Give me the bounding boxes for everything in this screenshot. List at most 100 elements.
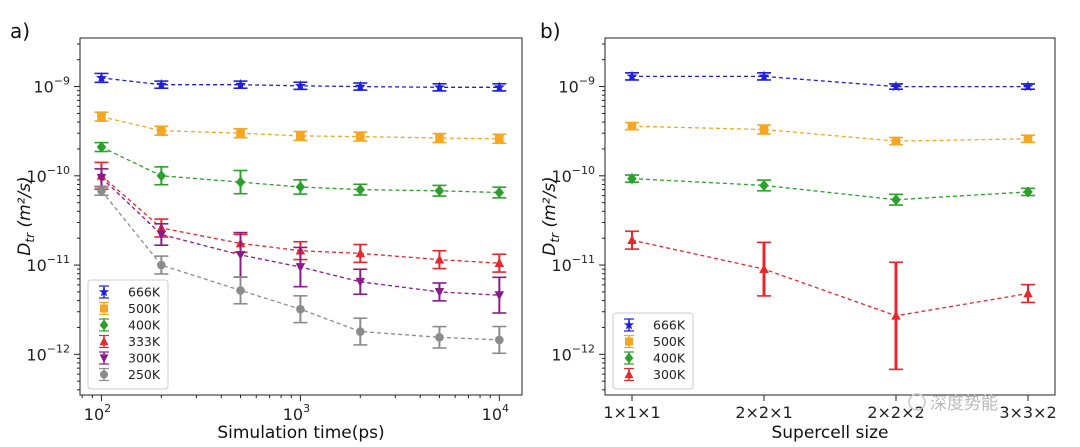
data-point bbox=[355, 327, 365, 336]
panel-b-xlabel: Supercell size bbox=[771, 423, 888, 443]
legend-entry: 250K bbox=[99, 367, 161, 382]
data-point bbox=[434, 288, 445, 298]
data-point bbox=[294, 79, 306, 91]
data-point bbox=[891, 136, 901, 146]
panel-a-frame bbox=[79, 37, 523, 396]
data-point bbox=[1022, 80, 1034, 92]
legend-label: 400K bbox=[653, 351, 686, 366]
data-point bbox=[627, 121, 637, 131]
panel-a-ylabel: Dtr (m²/s) bbox=[15, 176, 37, 255]
series-400K bbox=[625, 173, 1035, 206]
data-point bbox=[97, 186, 106, 196]
legend-marker bbox=[624, 369, 634, 379]
series-400K bbox=[94, 141, 507, 199]
data-point bbox=[355, 277, 366, 287]
data-point bbox=[97, 112, 106, 121]
series-666K bbox=[625, 70, 1035, 92]
y-tick-label: 10−9 bbox=[33, 75, 70, 97]
legend-marker bbox=[100, 304, 108, 313]
data-point bbox=[494, 291, 505, 301]
series-line bbox=[631, 177, 1029, 201]
series-line bbox=[632, 75, 1028, 88]
legend-marker bbox=[624, 352, 634, 364]
legend-marker bbox=[99, 336, 109, 346]
data-point bbox=[627, 235, 637, 245]
legend-label: 300K bbox=[128, 351, 161, 366]
series-line bbox=[631, 239, 1029, 317]
data-point bbox=[295, 263, 306, 273]
legend-entry: 400K bbox=[624, 351, 686, 366]
data-point bbox=[890, 80, 902, 92]
data-point bbox=[494, 258, 505, 268]
data-point bbox=[155, 78, 167, 90]
watermark: 深度势能 bbox=[908, 393, 998, 414]
legend-marker bbox=[99, 319, 109, 331]
watermark-text: 深度势能 bbox=[930, 394, 998, 414]
data-point bbox=[355, 132, 365, 141]
data-point bbox=[355, 184, 366, 196]
series-500K bbox=[625, 121, 1035, 146]
panel-b-frame bbox=[604, 37, 1056, 396]
legend-marker bbox=[98, 286, 110, 297]
legend-label: 500K bbox=[653, 334, 686, 349]
watermark-logo-icon bbox=[908, 393, 926, 411]
data-point bbox=[95, 72, 107, 83]
panel-b-label: b) bbox=[540, 19, 561, 43]
data-point bbox=[236, 286, 245, 295]
legend-entry: 400K bbox=[99, 318, 161, 333]
legend-label: 666K bbox=[653, 318, 686, 333]
data-point bbox=[434, 254, 445, 264]
y-tick-label: 10−10 bbox=[551, 164, 595, 186]
data-point bbox=[435, 133, 444, 143]
data-point bbox=[1023, 288, 1033, 298]
legend-entry: 333K bbox=[99, 334, 161, 349]
legend-frame bbox=[612, 312, 694, 390]
y-tick-label: 10−10 bbox=[26, 164, 70, 186]
data-point bbox=[157, 260, 166, 270]
y-tick-label: 10−9 bbox=[558, 75, 595, 97]
data-point bbox=[1023, 134, 1033, 144]
legend-entry: 500K bbox=[624, 334, 686, 349]
data-point bbox=[759, 125, 769, 134]
legend-entry: 666K bbox=[98, 285, 161, 300]
series-500K bbox=[94, 111, 507, 145]
legend-entry: 300K bbox=[99, 351, 161, 366]
legend-entry: 666K bbox=[623, 318, 686, 333]
panel-a: a) 10−9 10−10 10−11 10−12 102 103 104 Simulati… bbox=[10, 19, 523, 443]
data-point bbox=[354, 80, 366, 92]
data-point bbox=[234, 78, 247, 90]
x-tick-label: 2×2×1 bbox=[735, 403, 792, 422]
y-tick-label: 10−12 bbox=[551, 342, 595, 364]
panel-b-ylabel: Dtr (m²/s) bbox=[540, 176, 562, 255]
series-250K bbox=[94, 185, 507, 355]
y-tick-label: 10−12 bbox=[26, 342, 70, 364]
series-line bbox=[631, 125, 1029, 142]
legend-marker bbox=[623, 319, 635, 330]
series-666K bbox=[94, 72, 507, 93]
data-point bbox=[296, 131, 305, 141]
data-point bbox=[758, 70, 770, 82]
data-point bbox=[495, 134, 504, 144]
legend-marker bbox=[100, 370, 108, 379]
data-point bbox=[96, 141, 107, 153]
data-point bbox=[433, 81, 445, 93]
series-300K bbox=[94, 168, 507, 314]
data-point bbox=[156, 230, 167, 240]
data-point bbox=[1023, 186, 1033, 198]
data-point bbox=[96, 173, 107, 183]
data-point bbox=[759, 179, 769, 192]
data-point bbox=[434, 185, 445, 197]
data-point bbox=[495, 335, 504, 345]
x-tick-label: 1×1×1 bbox=[603, 403, 660, 422]
panel-b: b) 10−9 10−10 10−11 10−12 1×1×1 2×2×1 2×2×2 3×3… bbox=[540, 19, 1057, 443]
y-tick-label: 10−11 bbox=[551, 253, 595, 275]
data-point bbox=[235, 251, 246, 261]
data-point bbox=[759, 263, 769, 274]
legend-entry: 300K bbox=[624, 367, 686, 382]
data-point bbox=[626, 70, 638, 82]
data-point bbox=[435, 333, 444, 342]
data-point bbox=[235, 176, 246, 188]
